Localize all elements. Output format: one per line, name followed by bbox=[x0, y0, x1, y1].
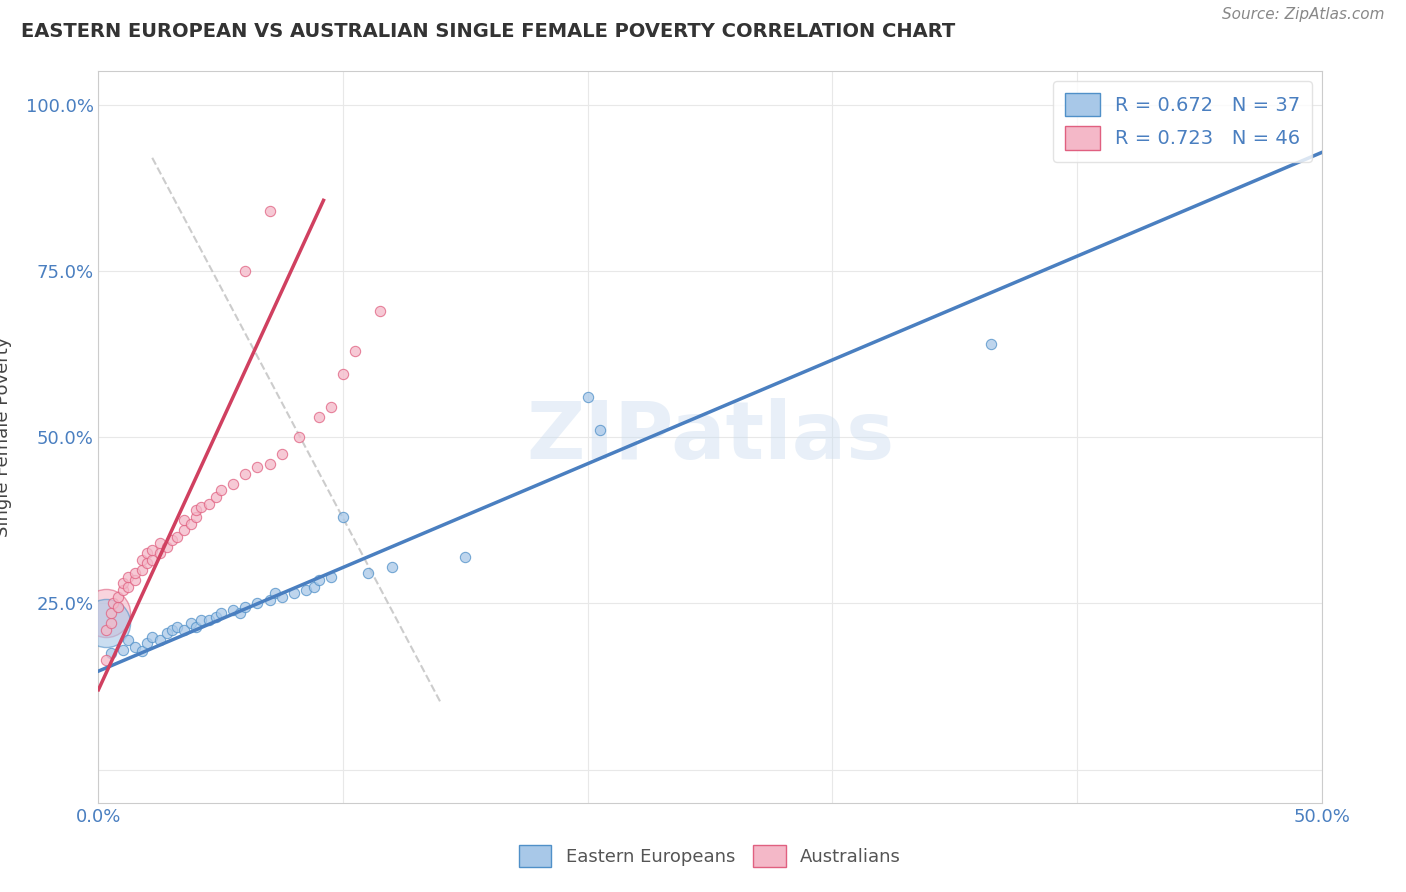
Point bbox=[100, 646, 122, 660]
Point bbox=[136, 636, 159, 650]
Point bbox=[160, 533, 183, 548]
Point bbox=[141, 553, 163, 567]
Point bbox=[111, 582, 134, 597]
Point bbox=[233, 599, 256, 614]
Point bbox=[197, 613, 219, 627]
Point bbox=[332, 509, 354, 524]
Point bbox=[381, 559, 404, 574]
Point bbox=[111, 643, 134, 657]
Point bbox=[180, 516, 202, 531]
Point bbox=[229, 607, 252, 621]
Point bbox=[149, 632, 172, 647]
Point bbox=[246, 596, 269, 610]
Point bbox=[173, 523, 195, 537]
Point bbox=[100, 616, 122, 631]
Point bbox=[205, 490, 228, 504]
Point bbox=[295, 582, 318, 597]
Point bbox=[589, 424, 612, 438]
Point bbox=[186, 619, 208, 633]
Point bbox=[283, 586, 305, 600]
Point bbox=[166, 530, 188, 544]
Point bbox=[222, 603, 245, 617]
Point bbox=[319, 570, 342, 584]
Point bbox=[270, 590, 294, 604]
Point bbox=[368, 303, 391, 318]
Point bbox=[107, 590, 129, 604]
Point bbox=[454, 549, 477, 564]
Point bbox=[356, 566, 378, 581]
Point bbox=[141, 543, 163, 558]
Point bbox=[160, 623, 183, 637]
Point bbox=[259, 593, 281, 607]
Point bbox=[94, 616, 117, 631]
Point bbox=[136, 546, 159, 560]
Point bbox=[131, 644, 153, 658]
Point bbox=[100, 607, 122, 621]
Point bbox=[190, 613, 212, 627]
Point bbox=[107, 599, 129, 614]
Legend: Eastern Europeans, Australians: Eastern Europeans, Australians bbox=[512, 838, 908, 874]
Point bbox=[149, 546, 172, 560]
Point bbox=[136, 557, 159, 571]
Point bbox=[131, 553, 153, 567]
Point bbox=[173, 623, 195, 637]
Point bbox=[124, 566, 146, 581]
Point bbox=[101, 596, 124, 610]
Point bbox=[344, 343, 367, 358]
Point bbox=[111, 576, 134, 591]
Point bbox=[173, 513, 195, 527]
Point bbox=[94, 623, 117, 637]
Point bbox=[197, 497, 219, 511]
Point bbox=[259, 457, 281, 471]
Point bbox=[259, 204, 281, 219]
Point bbox=[288, 430, 311, 444]
Point bbox=[576, 390, 599, 404]
Point bbox=[308, 573, 330, 587]
Point bbox=[94, 653, 117, 667]
Point bbox=[117, 570, 139, 584]
Point bbox=[156, 540, 179, 554]
Point bbox=[166, 619, 188, 633]
Point bbox=[205, 609, 228, 624]
Point bbox=[233, 467, 256, 481]
Point bbox=[332, 367, 354, 381]
Point bbox=[190, 500, 212, 514]
Point bbox=[124, 640, 146, 654]
Point bbox=[131, 563, 153, 577]
Point bbox=[319, 400, 342, 414]
Point bbox=[149, 536, 172, 550]
Point bbox=[222, 476, 245, 491]
Point bbox=[270, 447, 294, 461]
Point bbox=[180, 616, 202, 631]
Point bbox=[980, 337, 1002, 351]
Point bbox=[141, 630, 163, 644]
Point bbox=[117, 580, 139, 594]
Point bbox=[302, 580, 325, 594]
Point bbox=[308, 410, 330, 425]
Point bbox=[209, 607, 232, 621]
Point bbox=[94, 607, 117, 621]
Point bbox=[117, 632, 139, 647]
Point bbox=[263, 586, 285, 600]
Point bbox=[186, 509, 208, 524]
Text: EASTERN EUROPEAN VS AUSTRALIAN SINGLE FEMALE POVERTY CORRELATION CHART: EASTERN EUROPEAN VS AUSTRALIAN SINGLE FE… bbox=[21, 22, 955, 41]
Y-axis label: Single Female Poverty: Single Female Poverty bbox=[0, 337, 11, 537]
Point bbox=[246, 460, 269, 475]
Point bbox=[124, 573, 146, 587]
Text: Source: ZipAtlas.com: Source: ZipAtlas.com bbox=[1222, 7, 1385, 22]
Point bbox=[233, 264, 256, 278]
Point bbox=[156, 626, 179, 640]
Point bbox=[209, 483, 232, 498]
Point bbox=[186, 503, 208, 517]
Text: ZIPatlas: ZIPatlas bbox=[526, 398, 894, 476]
